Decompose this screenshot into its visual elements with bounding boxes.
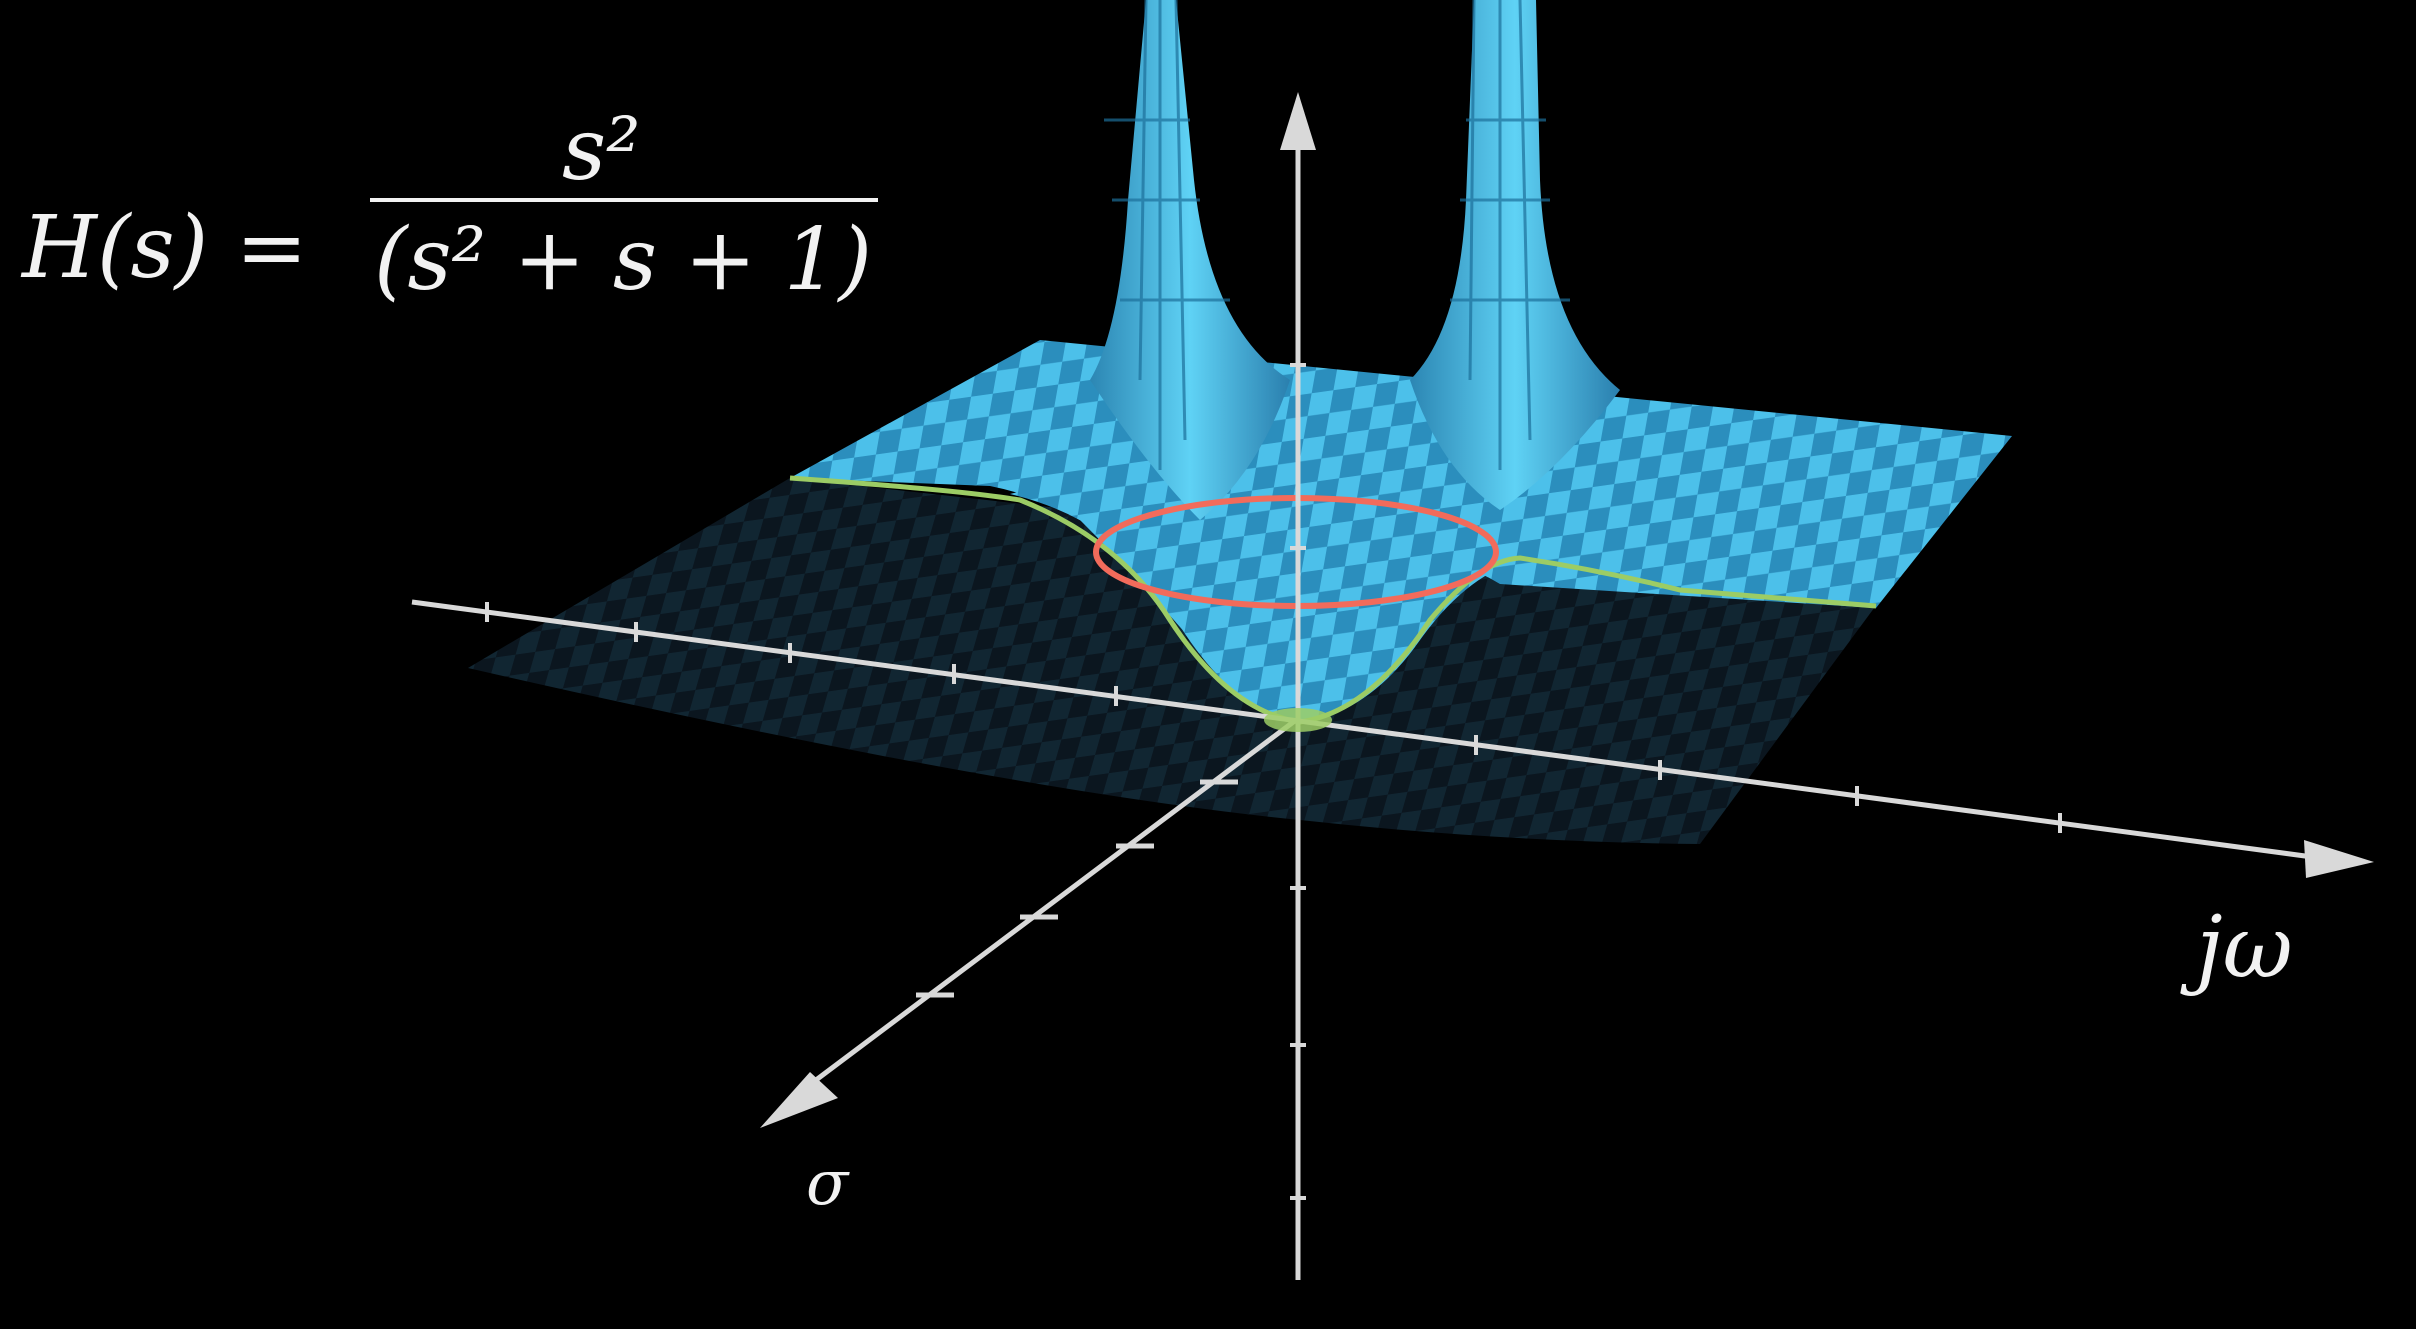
jw-axis-label: jω [2196,898,2293,998]
right-pole-spike [1410,0,1620,510]
fraction-bar [370,198,878,202]
sigma-axis-label: σ [806,1146,849,1219]
right-pole-spike-mesh [1450,0,1570,470]
surface-bowl [1010,420,1530,724]
transfer-function-equation: H(s) = s² (s² + s + 1) [22,100,882,330]
equation-numerator: s² [562,100,641,200]
left-pole-spike [1090,0,1290,520]
zero-marker [1264,708,1332,732]
left-pole-spike-mesh [1104,0,1230,470]
equation-lhs: H(s) = [22,198,308,298]
sigma-axis [760,718,1298,1128]
equation-denominator: (s² + s + 1) [374,210,873,310]
jw-axis [411,599,2374,878]
